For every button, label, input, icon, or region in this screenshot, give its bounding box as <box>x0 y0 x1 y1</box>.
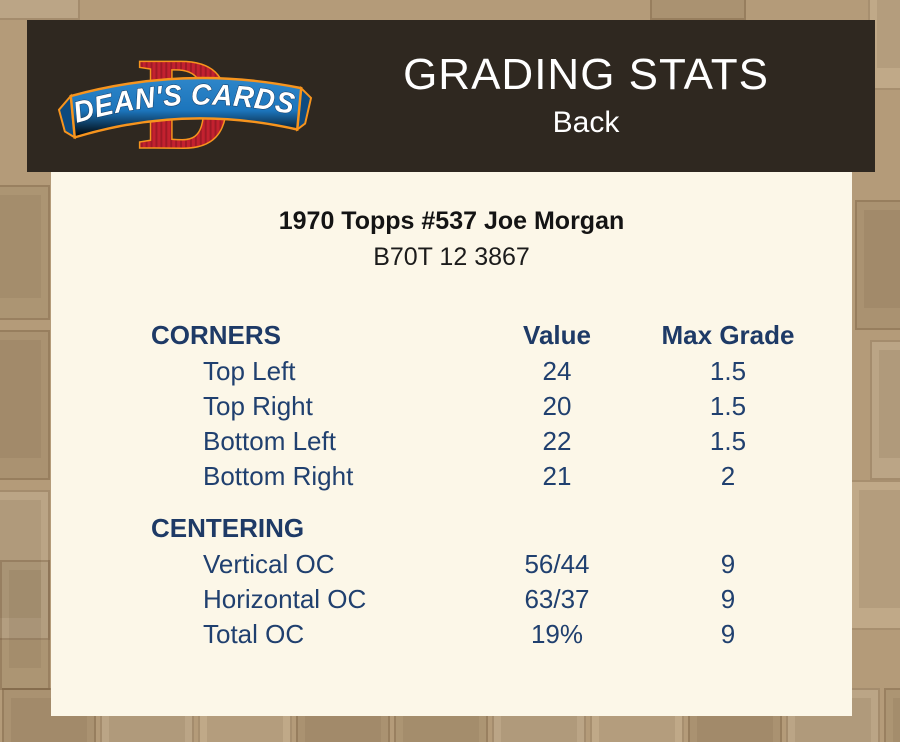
card-serial-number: B70T 12 3867 <box>373 243 530 271</box>
column-header-max-grade: Max Grade <box>661 319 795 350</box>
row-label: Bottom Left <box>203 426 336 456</box>
background-card <box>0 185 50 320</box>
row-value: 56/44 <box>524 549 590 579</box>
row-value: 21 <box>542 461 572 491</box>
row-label: Top Right <box>203 391 313 421</box>
section-title-corners: CORNERS <box>151 319 282 350</box>
row-max-grade: 9 <box>720 584 736 614</box>
row-label: Vertical OC <box>203 549 335 579</box>
background-card <box>0 560 50 690</box>
row-max-grade: 2 <box>720 461 736 491</box>
header-titles: GRADING STATS Back <box>307 20 865 172</box>
row-label: Horizontal OC <box>203 584 367 614</box>
table-row-horizontal-oc: Horizontal OC 63/37 9 <box>151 582 852 617</box>
corners-header-row: CORNERS Value Max Grade <box>151 316 852 354</box>
background-card <box>0 490 50 640</box>
grading-table: CORNERS Value Max Grade Top Left 24 1.5 … <box>151 316 852 652</box>
background-card <box>884 688 900 742</box>
row-value: 19% <box>530 619 584 649</box>
row-max-grade: 1.5 <box>709 356 747 386</box>
column-header-value: Value <box>523 319 591 350</box>
section-title-centering: CENTERING <box>151 512 305 543</box>
background-card <box>650 0 746 20</box>
background-card <box>850 480 900 630</box>
background-card <box>855 200 900 330</box>
card-title: 1970 Topps #537 Joe Morgan <box>278 207 625 235</box>
row-value: 20 <box>542 391 572 421</box>
row-value: 63/37 <box>524 584 590 614</box>
row-max-grade: 9 <box>720 619 736 649</box>
table-row-top-left: Top Left 24 1.5 <box>151 354 852 389</box>
deans-cards-logo-graphic: D DEAN'S CARDS <box>57 31 313 178</box>
logo-ribbon <box>69 76 303 139</box>
deans-cards-logo: D DEAN'S CARDS <box>57 31 313 178</box>
table-row-total-oc: Total OC 19% 9 <box>151 617 852 652</box>
row-label: Bottom Right <box>203 461 354 491</box>
row-label: Top Left <box>203 356 296 386</box>
table-row-bottom-right: Bottom Right 21 2 <box>151 459 852 494</box>
table-row-vertical-oc: Vertical OC 56/44 9 <box>151 547 852 582</box>
row-max-grade: 1.5 <box>709 391 747 421</box>
row-value: 22 <box>542 426 572 456</box>
page-title: GRADING STATS <box>403 50 769 99</box>
card-side-subtitle: Back <box>552 106 620 139</box>
row-max-grade: 9 <box>720 549 736 579</box>
background-card <box>0 0 80 20</box>
table-row-top-right: Top Right 20 1.5 <box>151 389 852 424</box>
header-bar: D DEAN'S CARDS GRADING STATS Back <box>27 20 875 178</box>
background-card <box>870 340 900 480</box>
stats-panel: 1970 Topps #537 Joe Morgan B70T 12 3867 … <box>51 172 852 716</box>
centering-header-row: CENTERING <box>151 509 852 547</box>
row-max-grade: 1.5 <box>709 426 747 456</box>
table-row-bottom-left: Bottom Left 22 1.5 <box>151 424 852 459</box>
row-value: 24 <box>542 356 572 386</box>
background-card <box>0 330 50 480</box>
row-label: Total OC <box>203 619 305 649</box>
